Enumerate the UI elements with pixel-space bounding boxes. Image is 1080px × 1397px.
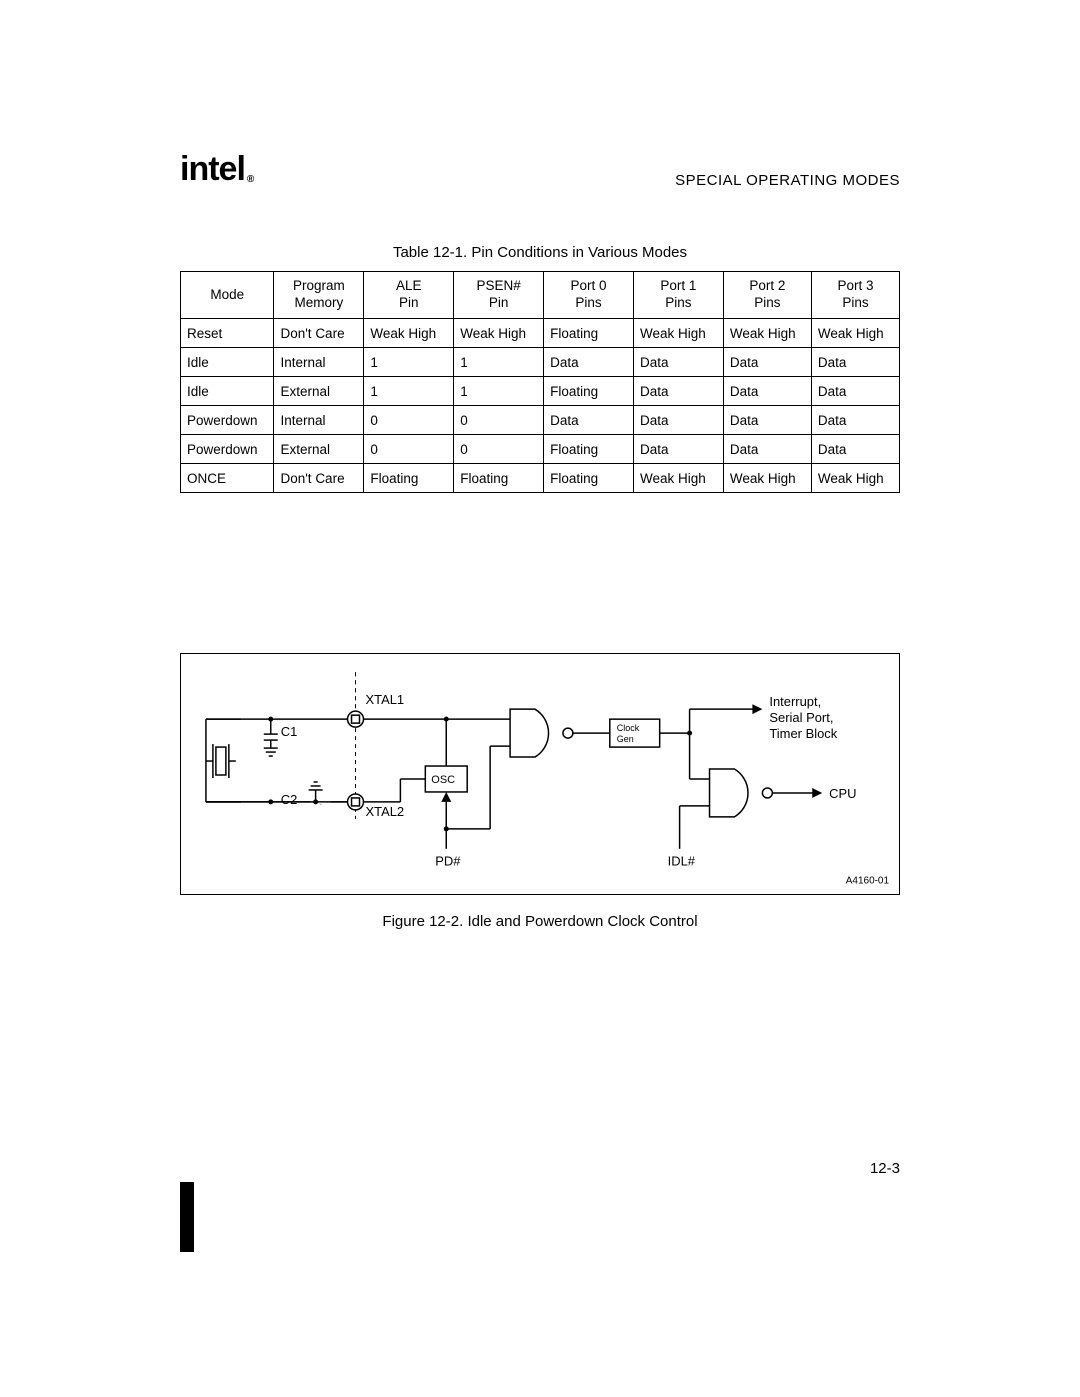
table-header: Port 1Pins: [633, 272, 723, 319]
table-cell: Data: [811, 377, 899, 406]
label-xtal2: XTAL2: [365, 804, 404, 819]
table-cell: Powerdown: [181, 435, 274, 464]
table-cell: External: [274, 435, 364, 464]
table-cell: Data: [811, 435, 899, 464]
table-cell: Weak High: [633, 319, 723, 348]
label-xtal1: XTAL1: [365, 692, 404, 707]
table-cell: Data: [633, 435, 723, 464]
intel-logo: intel®: [180, 150, 251, 189]
page-header: intel® SPECIAL OPERATING MODES: [180, 150, 900, 189]
table-cell: 1: [364, 377, 454, 406]
table-row: PowerdownInternal00DataDataDataData: [181, 406, 900, 435]
table-cell: Floating: [454, 464, 544, 493]
table-cell: 1: [454, 377, 544, 406]
table-cell: 1: [364, 348, 454, 377]
label-idl: IDL#: [668, 854, 696, 869]
table-header: Port 0Pins: [544, 272, 634, 319]
label-pd: PD#: [435, 854, 461, 869]
table-cell: Weak High: [723, 319, 811, 348]
table-cell: 1: [454, 348, 544, 377]
label-intr2: Serial Port,: [769, 710, 833, 725]
label-clockgen2: Gen: [617, 734, 634, 744]
clock-control-figure: C1: [180, 653, 900, 895]
table-cell: Don't Care: [274, 464, 364, 493]
table-cell: Floating: [544, 464, 634, 493]
table-caption: Table 12-1. Pin Conditions in Various Mo…: [180, 244, 900, 261]
table-cell: Floating: [544, 319, 634, 348]
table-row: ONCEDon't CareFloatingFloatingFloatingWe…: [181, 464, 900, 493]
thumb-tab: [180, 1182, 194, 1252]
table-cell: 0: [364, 406, 454, 435]
table-cell: Weak High: [633, 464, 723, 493]
table-header: ALEPin: [364, 272, 454, 319]
table-cell: Data: [633, 406, 723, 435]
table-cell: Reset: [181, 319, 274, 348]
table-cell: Data: [811, 348, 899, 377]
table-cell: Data: [723, 377, 811, 406]
table-cell: Idle: [181, 348, 274, 377]
table-cell: Data: [723, 406, 811, 435]
table-header: Port 2Pins: [723, 272, 811, 319]
table-row: IdleExternal11FloatingDataDataData: [181, 377, 900, 406]
table-cell: 0: [364, 435, 454, 464]
pin-conditions-table: ModeProgramMemoryALEPinPSEN#PinPort 0Pin…: [180, 271, 900, 493]
table-cell: 0: [454, 406, 544, 435]
table-cell: Internal: [274, 348, 364, 377]
table-cell: Weak High: [723, 464, 811, 493]
table-cell: Data: [544, 406, 634, 435]
table-cell: Data: [723, 348, 811, 377]
table-cell: ONCE: [181, 464, 274, 493]
figure-caption: Figure 12-2. Idle and Powerdown Clock Co…: [180, 913, 900, 930]
table-cell: Data: [723, 435, 811, 464]
logo-text: intel: [180, 150, 245, 188]
table-cell: Data: [544, 348, 634, 377]
section-title: SPECIAL OPERATING MODES: [675, 172, 900, 189]
table-row: PowerdownExternal00FloatingDataDataData: [181, 435, 900, 464]
table-header: Mode: [181, 272, 274, 319]
table-cell: Data: [811, 406, 899, 435]
label-intr1: Interrupt,: [769, 694, 821, 709]
label-clockgen1: Clock: [617, 723, 640, 733]
table-row: ResetDon't CareWeak HighWeak HighFloatin…: [181, 319, 900, 348]
table-cell: Idle: [181, 377, 274, 406]
page-number: 12-3: [870, 1160, 900, 1177]
registered-mark: ®: [247, 174, 253, 185]
table-header: ProgramMemory: [274, 272, 364, 319]
table-header: Port 3Pins: [811, 272, 899, 319]
table-cell: Weak High: [454, 319, 544, 348]
figure-ref-id: A4160-01: [846, 876, 890, 887]
table-cell: Floating: [544, 377, 634, 406]
table-cell: Weak High: [811, 464, 899, 493]
table-cell: Weak High: [364, 319, 454, 348]
label-intr3: Timer Block: [769, 726, 837, 741]
label-cpu: CPU: [829, 786, 856, 801]
label-osc: OSC: [431, 774, 455, 786]
table-row: IdleInternal11DataDataDataData: [181, 348, 900, 377]
label-c1b: C1: [281, 724, 298, 739]
table-cell: Weak High: [811, 319, 899, 348]
table-cell: Floating: [364, 464, 454, 493]
table-cell: Internal: [274, 406, 364, 435]
table-cell: Data: [633, 377, 723, 406]
label-c2: C2: [281, 792, 298, 807]
table-cell: 0: [454, 435, 544, 464]
table-cell: Data: [633, 348, 723, 377]
table-cell: Don't Care: [274, 319, 364, 348]
table-cell: External: [274, 377, 364, 406]
table-header: PSEN#Pin: [454, 272, 544, 319]
table-cell: Floating: [544, 435, 634, 464]
table-cell: Powerdown: [181, 406, 274, 435]
